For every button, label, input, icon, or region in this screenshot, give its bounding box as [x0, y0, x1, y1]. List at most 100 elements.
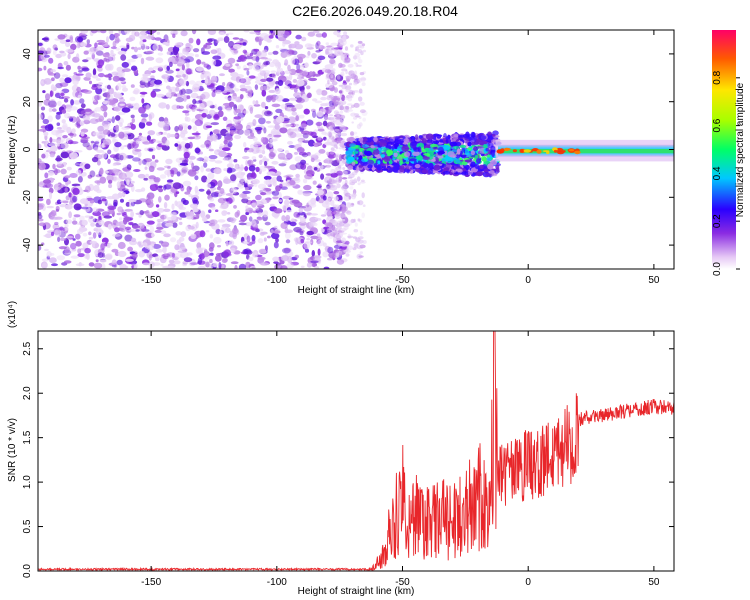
heatmap-cell	[292, 78, 298, 83]
heatmap-cell	[87, 174, 93, 179]
heatmap-cell	[264, 106, 269, 110]
heatmap-cell	[271, 173, 279, 176]
heatmap-cell	[209, 264, 213, 269]
heatmap-cell	[266, 38, 272, 43]
heatmap-cell	[232, 43, 242, 50]
heatmap-cell	[92, 211, 102, 217]
heatmap-cell	[108, 63, 114, 71]
heatmap-cell	[38, 42, 43, 46]
heatmap-cell	[414, 164, 421, 169]
heatmap-cell	[257, 238, 264, 244]
heatmap-cell	[57, 236, 61, 242]
heatmap-cell	[233, 107, 238, 116]
heatmap-cell	[261, 143, 266, 151]
heatmap-cell	[225, 126, 231, 131]
heatmap-cell	[327, 228, 333, 231]
heatmap-cell	[118, 172, 127, 180]
heatmap-cell	[391, 145, 395, 150]
heatmap-cell	[50, 231, 55, 237]
heatmap-cell	[179, 242, 185, 250]
heatmap-cell	[312, 142, 321, 146]
heatmap-cell	[284, 70, 292, 75]
y-tick-label: 0.0	[22, 564, 33, 578]
heatmap-cell	[129, 96, 136, 102]
heatmap-cell	[294, 254, 299, 259]
heatmap-cell	[137, 173, 146, 179]
heatmap-cell	[356, 140, 361, 145]
heatmap-cell	[342, 167, 346, 170]
heatmap-cell	[258, 154, 263, 159]
heatmap-cell	[222, 116, 228, 122]
heatmap-cell	[329, 199, 335, 206]
heatmap-cell	[98, 126, 104, 135]
heatmap-cell	[401, 145, 410, 152]
heatmap-cell	[276, 67, 281, 74]
heatmap-cell	[131, 65, 138, 71]
heatmap-cell	[338, 231, 344, 237]
heatmap-cell	[63, 227, 69, 231]
heatmap-cell	[51, 108, 57, 112]
heatmap-cell	[165, 104, 170, 110]
heatmap-cell	[107, 179, 113, 184]
heatmap-cell	[328, 120, 333, 127]
heatmap-cell	[181, 169, 187, 173]
heatmap-cell	[168, 134, 178, 138]
heatmap-cell	[107, 205, 117, 210]
heatmap-cell	[299, 230, 304, 236]
heatmap-cell	[500, 148, 505, 153]
heatmap-cell	[188, 194, 193, 197]
heatmap-cell	[358, 219, 363, 223]
heatmap-cell	[250, 132, 255, 137]
heatmap-cell	[263, 160, 268, 167]
heatmap-cell	[285, 150, 289, 154]
heatmap-cell	[189, 203, 199, 209]
heatmap-cell	[325, 82, 334, 89]
heatmap-cell	[138, 106, 146, 114]
colorbar-ticks: 0.00.20.40.60.8	[712, 70, 740, 276]
heatmap-cell	[219, 204, 229, 210]
heatmap-cell	[333, 154, 339, 158]
heatmap-cell	[289, 68, 297, 76]
heatmap-cell	[344, 182, 348, 188]
heatmap-cell	[124, 30, 130, 35]
heatmap-cell	[480, 155, 487, 162]
heatmap-cell	[280, 104, 288, 109]
heatmap-cell	[244, 166, 249, 172]
heatmap-cell	[165, 92, 172, 98]
heatmap-cell	[335, 177, 339, 183]
heatmap-cell	[166, 85, 171, 90]
heatmap-cell	[367, 164, 373, 169]
heatmap-cell	[218, 150, 227, 158]
heatmap-cell	[304, 173, 313, 180]
heatmap-cell	[381, 154, 385, 158]
heatmap-cell	[428, 162, 434, 169]
heatmap-cell	[75, 233, 81, 240]
heatmap-cell	[357, 200, 364, 206]
colorbar-tick-label: 0.8	[712, 70, 723, 84]
heatmap-cell	[48, 104, 57, 108]
heatmap-cell	[451, 169, 457, 173]
heatmap-cell	[80, 131, 85, 137]
heatmap-cell	[165, 222, 174, 227]
heatmap-cell	[96, 78, 101, 81]
heatmap-cell	[346, 79, 350, 82]
heatmap-cell	[326, 230, 332, 237]
heatmap-cell	[374, 165, 382, 168]
heatmap-cell	[64, 187, 68, 193]
heatmap-cell	[63, 252, 72, 255]
heatmap-cell	[409, 158, 417, 162]
heatmap-cell	[65, 39, 71, 42]
heatmap-cell	[331, 227, 338, 232]
heatmap-cell	[50, 69, 57, 73]
heatmap-cell	[324, 64, 334, 70]
heatmap-cell	[187, 225, 195, 230]
heatmap-cell	[341, 215, 347, 218]
heatmap-cell	[318, 198, 324, 204]
heatmap-cell	[118, 217, 123, 221]
heatmap-cell	[360, 76, 367, 82]
heatmap-cell	[488, 170, 495, 175]
heatmap-cell	[349, 143, 357, 147]
heatmap-cell	[476, 158, 481, 164]
heatmap-cell	[121, 107, 131, 113]
heatmap-cell	[353, 81, 358, 86]
